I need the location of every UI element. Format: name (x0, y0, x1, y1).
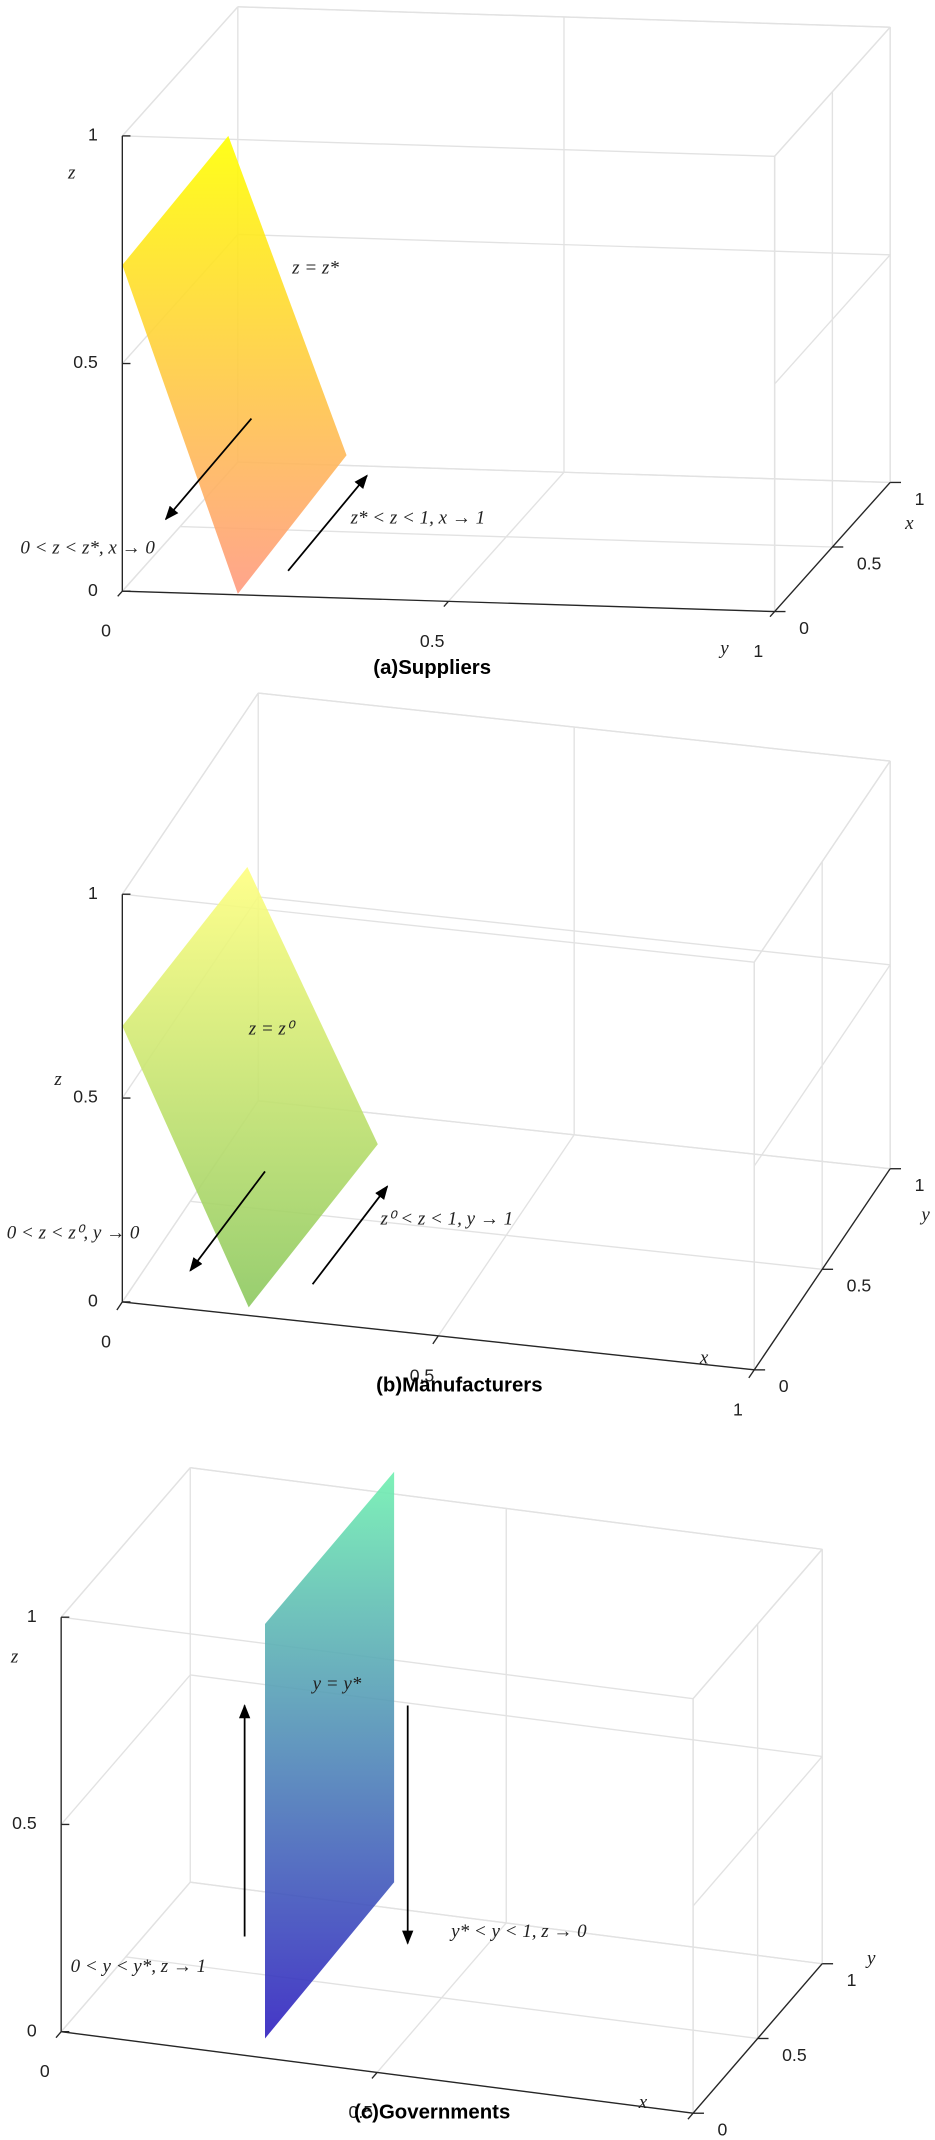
panel: 0 0.5 1 0 0.5 1 0 0.5 1 y x z z = z* 0 < z < z*, x → … (20, 6, 925, 679)
axis-label: x (699, 1347, 709, 1368)
tick-label: 0.5 (420, 631, 445, 651)
tick-label: 0 (101, 1331, 111, 1351)
box-edge (774, 26, 891, 157)
box-edge (122, 135, 775, 157)
tick-label: 1 (88, 883, 98, 903)
tick-mark (687, 2112, 694, 2120)
axis-label: z (53, 1069, 62, 1090)
axis-label: z (10, 1646, 19, 1667)
tick-mark (443, 600, 449, 607)
grid-line (237, 233, 891, 256)
box-edge (237, 6, 891, 28)
tick-label: 1 (915, 1175, 925, 1195)
grid-line (237, 461, 891, 484)
arrow (311, 1185, 389, 1285)
box-edge (258, 692, 891, 762)
tick-label: 0 (779, 1376, 789, 1396)
tick-label: 0 (101, 621, 111, 641)
annotation: 0 < y < y*, z → 1 (71, 1956, 207, 1977)
box-edge (190, 1467, 823, 1550)
annotation: z = z* (291, 257, 339, 278)
panel-title: (b)Manufacturers (376, 1375, 542, 1397)
panel: 0 0.5 1 0 0.5 1 0 0.5 1 x y z z = z⁰ 0 < z < z⁰, y → … (7, 692, 930, 1419)
tick-mark (55, 2031, 62, 2039)
tick-mark (117, 590, 123, 597)
grid-line (753, 964, 891, 1167)
annotation: y* < y < 1, z → 0 (449, 1921, 587, 1942)
tick-mark (371, 2072, 378, 2079)
tick-label: 1 (847, 1970, 857, 1990)
tick-label: 1 (753, 641, 763, 661)
annotation: y = y* (311, 1674, 362, 1695)
grid-line (258, 896, 891, 966)
surface (122, 867, 378, 1308)
grid-line (258, 1100, 891, 1170)
axis-label: y (718, 638, 729, 659)
arrow (189, 1170, 266, 1272)
panel-title: (c)Governments (354, 2102, 510, 2124)
tick-label: 0.5 (857, 553, 882, 573)
tick-label: 0.5 (410, 1365, 435, 1385)
annotation: z* < z < 1, x → 1 (350, 507, 485, 528)
tick-label: 1 (733, 1399, 743, 1419)
box-edge (121, 6, 239, 137)
panel-title: (a)Suppliers (373, 657, 491, 679)
tick-label: 0 (27, 2020, 37, 2040)
arrow (287, 474, 368, 572)
tick-mark (769, 611, 776, 618)
annotation: 0 < z < z⁰, y → 0 (7, 1222, 140, 1243)
tick-label: 0.5 (782, 2045, 807, 2065)
grid-line (125, 1956, 758, 2040)
tick-label: 0 (799, 618, 809, 638)
tick-label: 0.5 (73, 1087, 98, 1107)
annotation: 0 < z < z*, x → 0 (20, 537, 155, 558)
tick-label: 0.5 (847, 1276, 872, 1296)
grid-line (774, 254, 891, 385)
axis-label: x (638, 2092, 648, 2113)
arrow (164, 417, 253, 521)
tick-label: 1 (915, 489, 925, 509)
tick-label: 0 (40, 2061, 50, 2081)
annotation: z = z⁰ (248, 1018, 296, 1039)
annotation: z⁰ < z < 1, y → 1 (380, 1209, 514, 1230)
grid-line (692, 1756, 823, 1907)
surface (122, 135, 347, 594)
box-edge (692, 1548, 823, 1700)
axis-label: y (865, 1948, 876, 1969)
tick-label: 0 (88, 1291, 98, 1311)
tick-label: 0.5 (73, 352, 98, 372)
grid-line (180, 525, 833, 548)
tick-label: 0.5 (12, 1813, 37, 1833)
grid-line (60, 1674, 191, 1825)
axis-label: y (919, 1205, 930, 1226)
grid-line (60, 1881, 191, 2033)
box-edge (753, 760, 891, 963)
tick-label: 0 (718, 2120, 728, 2140)
tick-label: 1 (88, 125, 98, 145)
axis-label: x (904, 513, 914, 534)
axis-label: z (67, 162, 76, 183)
tick-mark (748, 1369, 755, 1379)
tick-mark (116, 1301, 123, 1311)
box-edge (121, 692, 259, 895)
tick-mark (432, 1335, 439, 1345)
box-edge (60, 1467, 191, 1618)
tick-label: 0.5 (349, 2102, 374, 2122)
surface (265, 1471, 395, 2039)
tick-label: 0 (88, 580, 98, 600)
tick-label: 1 (27, 1606, 37, 1626)
